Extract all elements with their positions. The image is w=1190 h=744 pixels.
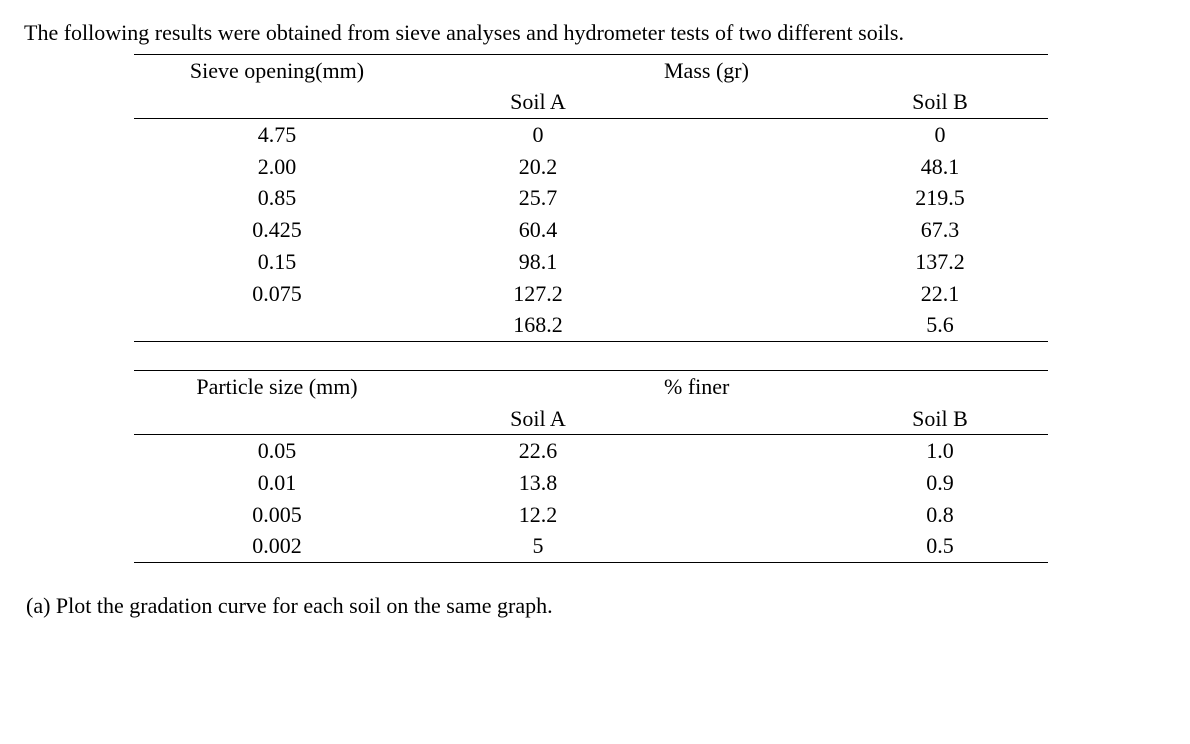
table-row: 2.0020.2 48.1: [134, 151, 1048, 183]
cell-soil-a: 25.7: [420, 182, 656, 214]
header-mass: Mass (gr): [656, 54, 832, 86]
cell-soil-a: 60.4: [420, 214, 656, 246]
cell-soil-b: 1.0: [832, 435, 1048, 467]
cell-soil-a: 13.8: [420, 467, 656, 499]
cell-soil-b: 0: [832, 119, 1048, 151]
cell-soil-b: 137.2: [832, 246, 1048, 278]
table-row: 0.1598.1 137.2: [134, 246, 1048, 278]
table-row: 4.7500: [134, 119, 1048, 151]
cell-sieve: 0.85: [134, 182, 420, 214]
header-percent-finer: % finer: [656, 370, 832, 402]
subheader-soil-a: Soil A: [420, 403, 656, 435]
table-row: 0.0522.6 1.0: [134, 435, 1048, 467]
table-row: 0.8525.7 219.5: [134, 182, 1048, 214]
cell-particle-size: 0.005: [134, 499, 420, 531]
subheader-soil-a: Soil A: [420, 86, 656, 118]
cell-sieve: 2.00: [134, 151, 420, 183]
cell-soil-a: 127.2: [420, 278, 656, 310]
cell-soil-b: 67.3: [832, 214, 1048, 246]
sieve-mass-table: Sieve opening(mm) Mass (gr) Soil A Soil …: [134, 54, 1048, 342]
cell-soil-b: 0.8: [832, 499, 1048, 531]
subheader-soil-b: Soil B: [832, 86, 1048, 118]
cell-sieve: 4.75: [134, 119, 420, 151]
cell-soil-a: 98.1: [420, 246, 656, 278]
cell-particle-size: 0.01: [134, 467, 420, 499]
cell-soil-b: 22.1: [832, 278, 1048, 310]
table-row: 0.0113.8 0.9: [134, 467, 1048, 499]
header-sieve-opening: Sieve opening(mm): [134, 54, 420, 86]
cell-soil-a: 0: [420, 119, 656, 151]
subheader-soil-b: Soil B: [832, 403, 1048, 435]
intro-text: The following results were obtained from…: [24, 18, 1166, 48]
question-part-a: (a) Plot the gradation curve for each so…: [26, 591, 1166, 621]
table-row: 0.00512.2 0.8: [134, 499, 1048, 531]
cell-soil-a: 168.2: [420, 309, 656, 341]
cell-soil-a: 12.2: [420, 499, 656, 531]
cell-soil-b: 5.6: [832, 309, 1048, 341]
cell-particle-size: 0.002: [134, 530, 420, 562]
cell-soil-a: 22.6: [420, 435, 656, 467]
table-row: 0.42560.4 67.3: [134, 214, 1048, 246]
cell-sieve: 0.15: [134, 246, 420, 278]
cell-soil-b: 0.5: [832, 530, 1048, 562]
table-row: 168.2 5.6: [134, 309, 1048, 341]
cell-soil-a: 20.2: [420, 151, 656, 183]
cell-soil-b: 0.9: [832, 467, 1048, 499]
cell-soil-a: 5: [420, 530, 656, 562]
cell-sieve: 0.425: [134, 214, 420, 246]
cell-sieve: 0.075: [134, 278, 420, 310]
cell-particle-size: 0.05: [134, 435, 420, 467]
cell-soil-b: 219.5: [832, 182, 1048, 214]
table-row: 0.0025 0.5: [134, 530, 1048, 562]
cell-soil-b: 48.1: [832, 151, 1048, 183]
table-row: 0.075127.2 22.1: [134, 278, 1048, 310]
cell-sieve: [134, 309, 420, 341]
header-particle-size: Particle size (mm): [134, 370, 420, 402]
particle-finer-table: Particle size (mm) % finer Soil A Soil B…: [134, 370, 1048, 563]
